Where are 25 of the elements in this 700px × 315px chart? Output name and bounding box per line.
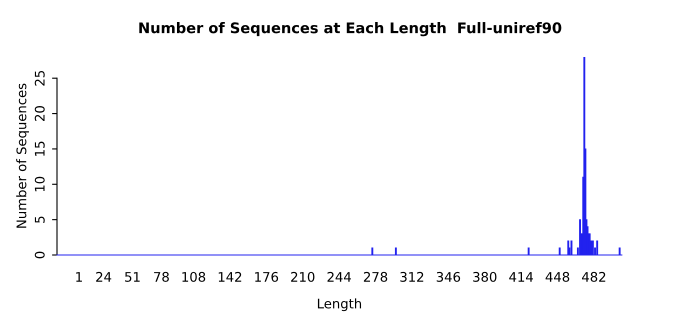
x-axis-title: Length bbox=[318, 298, 362, 312]
x-tick-label: 380 bbox=[473, 272, 496, 282]
y-tick-label: 20 bbox=[34, 106, 45, 121]
x-tick-label: 210 bbox=[291, 272, 314, 282]
y-tick-label: 5 bbox=[34, 216, 45, 223]
x-tick-label: 278 bbox=[364, 272, 388, 282]
x-tick-label: 51 bbox=[125, 272, 140, 282]
chart-title: Number of Sequences at Each Length Full-uniref90 bbox=[139, 22, 562, 36]
x-tick-label: 346 bbox=[436, 272, 460, 282]
y-tick-label: 25 bbox=[34, 70, 45, 86]
y-axis-title: Number of Sequences bbox=[16, 84, 29, 228]
x-tick-label: 142 bbox=[218, 272, 242, 282]
x-tick-label: 176 bbox=[255, 272, 278, 282]
x-tick-label: 108 bbox=[182, 272, 206, 282]
x-tick-label: 482 bbox=[582, 272, 606, 282]
x-tick-label: 312 bbox=[400, 272, 424, 282]
x-tick-label: 448 bbox=[546, 272, 570, 282]
y-tick-label: 0 bbox=[34, 252, 45, 258]
y-tick-label: 15 bbox=[34, 142, 45, 156]
x-tick-label: 1 bbox=[76, 272, 82, 282]
x-tick-label: 78 bbox=[154, 272, 169, 282]
x-tick-label: 24 bbox=[96, 272, 112, 282]
y-tick-label: 10 bbox=[34, 176, 45, 192]
x-tick-label: 244 bbox=[328, 272, 351, 282]
x-tick-label: 414 bbox=[509, 272, 533, 282]
